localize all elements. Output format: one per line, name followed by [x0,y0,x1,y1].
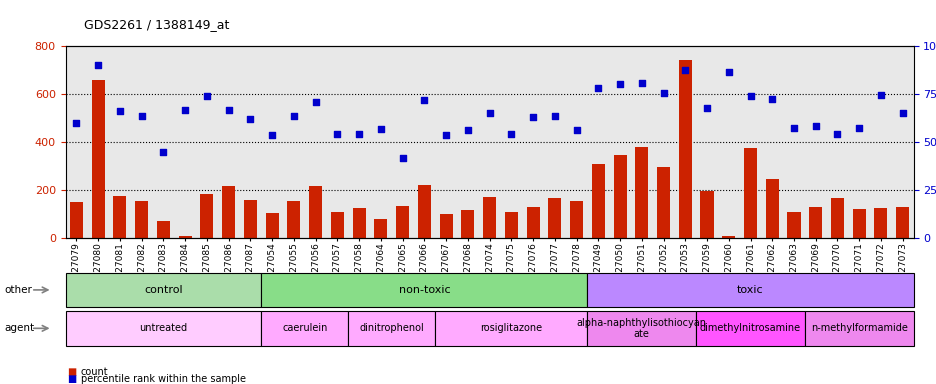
Text: untreated: untreated [139,323,187,333]
Point [699,106,714,112]
Bar [526,207,539,238]
Point [481,110,496,116]
Point [829,131,844,137]
Text: rosiglitazone: rosiglitazone [480,323,542,333]
Point [221,107,236,113]
Text: agent: agent [5,323,35,333]
Bar [222,187,235,238]
Point [395,155,410,161]
Text: count: count [80,367,108,377]
Point [655,90,670,96]
Bar [700,191,713,238]
Text: dinitrophenol: dinitrophenol [359,323,424,333]
Bar [309,187,322,238]
Bar [592,164,604,238]
Bar [287,201,300,238]
Bar [548,199,561,238]
Bar [830,199,843,238]
Point [373,126,388,132]
Point [178,107,193,113]
Point [742,93,757,99]
Bar [417,185,431,238]
Bar [678,61,691,238]
Text: GDS2261 / 1388149_at: GDS2261 / 1388149_at [84,18,229,31]
Point [851,124,866,131]
Bar [613,155,626,238]
Point [612,81,627,88]
Point [634,80,649,86]
Bar [852,209,865,238]
Point [155,149,170,155]
Point [460,127,475,133]
Point [417,97,431,103]
Point [438,132,453,138]
Text: toxic: toxic [737,285,763,295]
Bar [70,202,83,238]
Bar [765,179,778,238]
Text: ■: ■ [67,367,77,377]
Bar [113,196,126,238]
Text: caerulein: caerulein [282,323,327,333]
Bar [352,208,365,238]
Text: alpha-naphthylisothiocyan
ate: alpha-naphthylisothiocyan ate [577,318,706,339]
Point [329,131,344,137]
Bar [135,201,148,238]
Point [808,123,823,129]
Point [525,114,540,120]
Bar [156,221,169,238]
Bar [722,236,735,238]
Bar [243,200,256,238]
Point [568,127,583,133]
Point [677,67,692,73]
Text: other: other [5,285,33,295]
Bar [483,197,495,238]
Text: ■: ■ [67,374,77,384]
Point [894,110,909,116]
Point [351,131,366,137]
Point [591,85,606,91]
Point [785,124,800,131]
Point [504,131,519,137]
Point [134,113,149,119]
Point [721,70,736,76]
Point [308,99,323,106]
Text: percentile rank within the sample: percentile rank within the sample [80,374,245,384]
Bar [786,212,799,238]
Text: dimethylnitrosamine: dimethylnitrosamine [699,323,800,333]
Bar [635,147,648,238]
Bar [200,194,213,238]
Point [872,92,887,98]
Point [91,62,106,68]
Bar [92,79,105,238]
Bar [895,207,908,238]
Bar [330,212,344,238]
Point [69,120,84,126]
Point [547,113,562,119]
Point [264,132,279,138]
Bar [374,219,387,238]
Bar [396,206,409,238]
Bar [461,210,474,238]
Bar [873,208,886,238]
Text: n-methylformamide: n-methylformamide [810,323,907,333]
Point [286,113,301,119]
Point [112,108,127,114]
Bar [505,212,518,238]
Text: control: control [144,285,183,295]
Bar [656,167,669,238]
Bar [809,207,822,238]
Text: non-toxic: non-toxic [398,285,449,295]
Bar [439,214,452,238]
Bar [743,148,756,238]
Bar [569,201,582,238]
Bar [265,213,278,238]
Bar [179,236,192,238]
Point [199,93,214,99]
Point [242,116,257,122]
Point [764,96,779,102]
